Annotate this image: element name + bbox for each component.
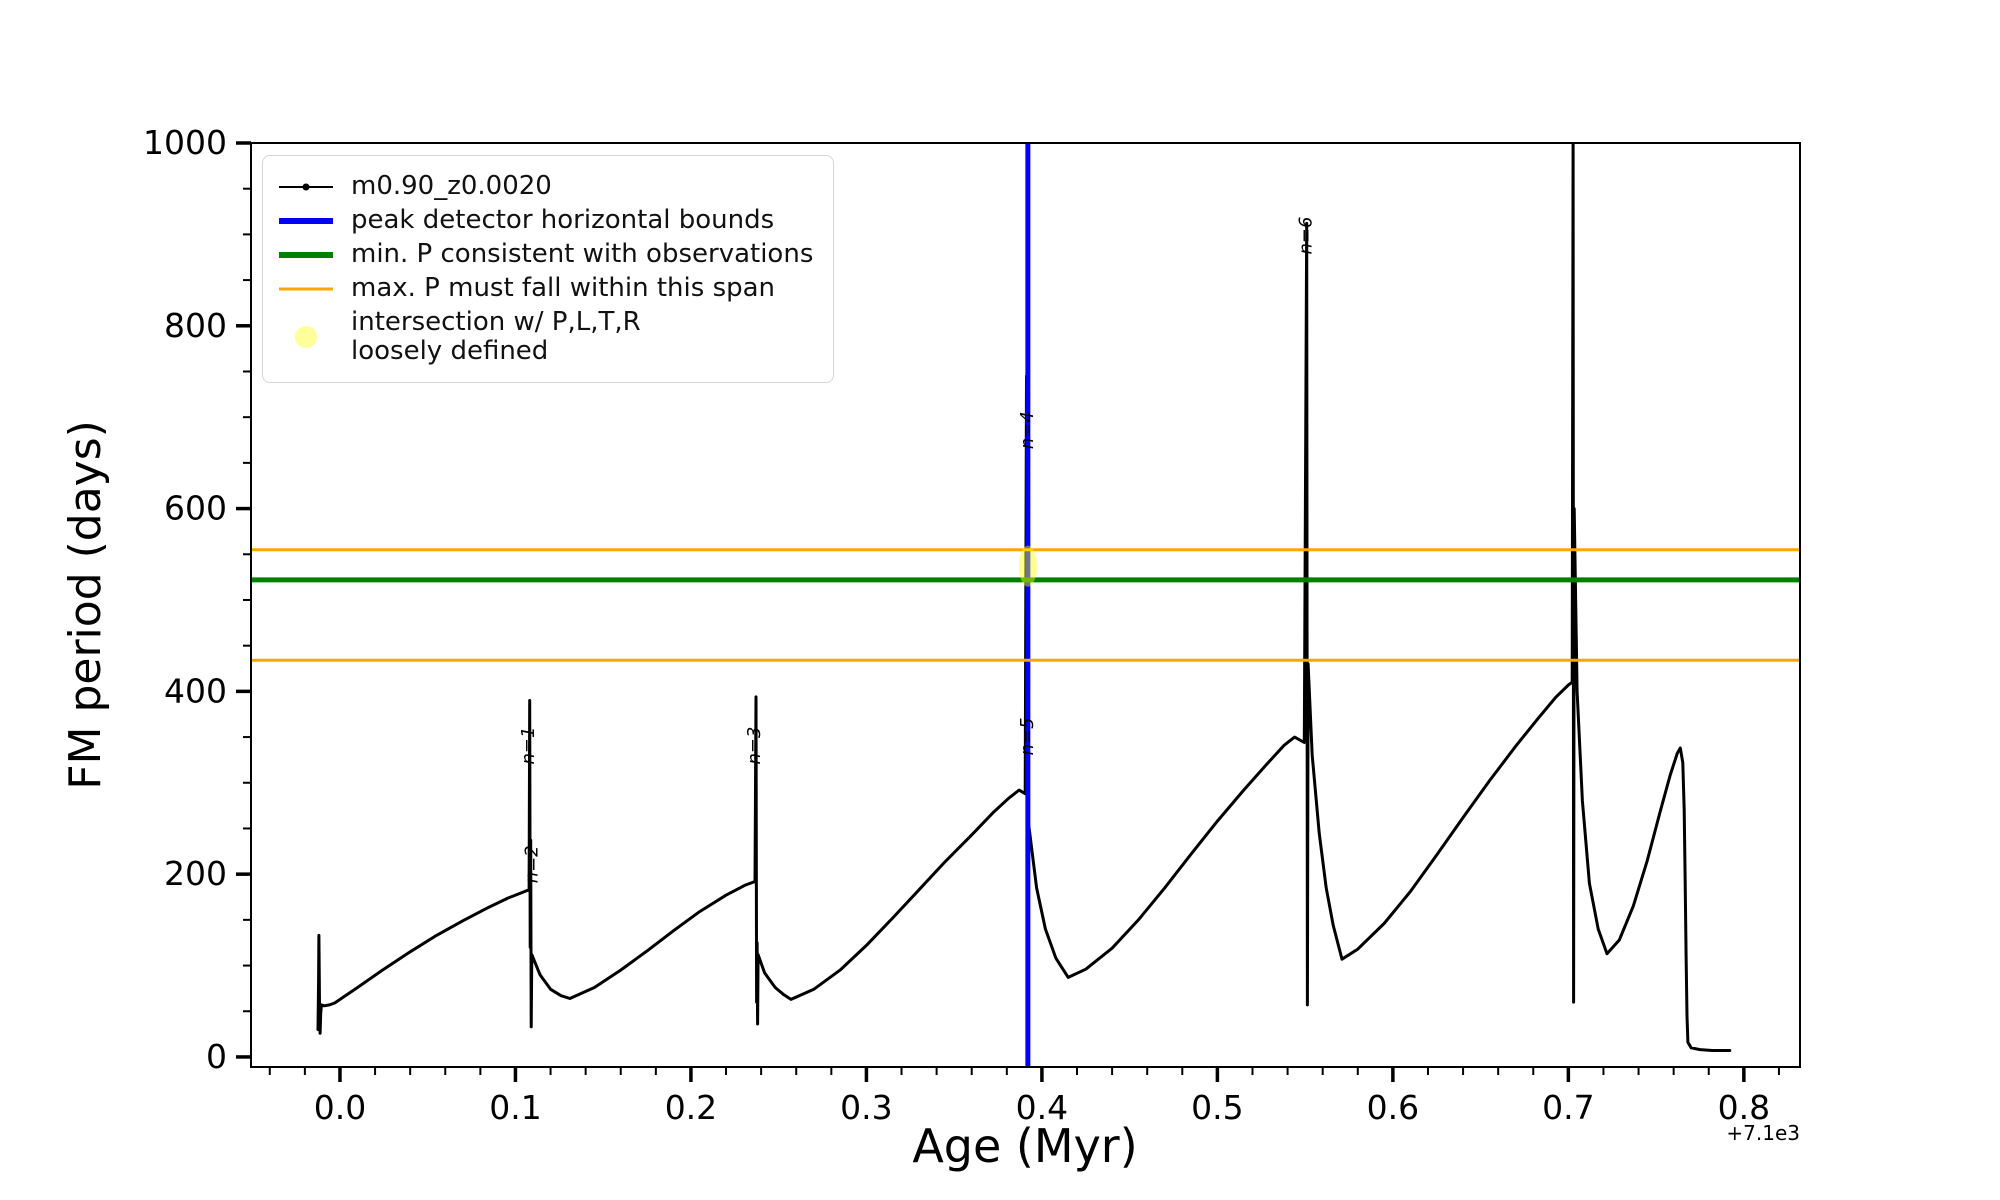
x-axis-label: Age (Myr): [912, 1119, 1137, 1173]
y-tick-label: 800: [164, 306, 227, 345]
x-tick-label: 0.3: [840, 1088, 892, 1127]
peak-detector-line-swatch: [277, 206, 335, 236]
annotation-n-2: n=2: [521, 845, 542, 883]
x-tick-label: 0.6: [1367, 1088, 1419, 1127]
x-tick-label: 0.0: [314, 1088, 366, 1127]
legend: m0.90_z0.0020 peak detector horizontal b…: [262, 155, 835, 384]
plot-frame: [250, 142, 1801, 1068]
annotation-n-3: n=3: [744, 727, 765, 765]
legend-item-label: m0.90_z0.0020: [351, 171, 552, 202]
x-tick-label: 0.5: [1191, 1088, 1243, 1127]
min-p-line-swatch: [277, 240, 335, 270]
y-axis-label: FM period (days): [60, 420, 111, 790]
legend-item-label: intersection w/ P,L,T,R loosely defined: [351, 307, 641, 367]
x-tick-label: 0.4: [1016, 1088, 1068, 1127]
y-tick-label: 1000: [143, 123, 227, 162]
series-line-swatch: [277, 172, 335, 202]
intersection-dot-swatch: [277, 322, 335, 352]
y-tick-label: 0: [206, 1037, 227, 1076]
legend-item-min-p: min. P consistent with observations: [277, 240, 813, 270]
legend-item-label: min. P consistent with observations: [351, 239, 814, 270]
legend-item-label: peak detector horizontal bounds: [351, 205, 775, 236]
legend-item-label: max. P must fall within this span: [351, 273, 776, 304]
intersection-marker: [1018, 545, 1037, 587]
annotation-n-1: n=1: [518, 727, 539, 765]
x-tick-label: 0.7: [1542, 1088, 1594, 1127]
legend-item-max-p-span: max. P must fall within this span: [277, 274, 813, 304]
y-tick-label: 600: [164, 489, 227, 528]
x-axis-offset-label: +7.1e3: [1726, 1121, 1800, 1145]
annotation-n-6: n=6: [1295, 217, 1316, 255]
y-tick-label: 200: [164, 854, 227, 893]
annotation-n-5: n=5: [1017, 717, 1038, 755]
y-tick-label: 400: [164, 671, 227, 710]
legend-item-series: m0.90_z0.0020: [277, 172, 813, 202]
annotation-n-4: n=4: [1017, 411, 1038, 449]
legend-item-peak-detector: peak detector horizontal bounds: [277, 206, 813, 236]
x-tick-label: 0.8: [1718, 1088, 1770, 1127]
max-p-span-line-swatch: [277, 274, 335, 304]
x-tick-label: 0.1: [489, 1088, 541, 1127]
x-tick-label: 0.2: [665, 1088, 717, 1127]
legend-item-intersection: intersection w/ P,L,T,R loosely defined: [277, 307, 813, 367]
